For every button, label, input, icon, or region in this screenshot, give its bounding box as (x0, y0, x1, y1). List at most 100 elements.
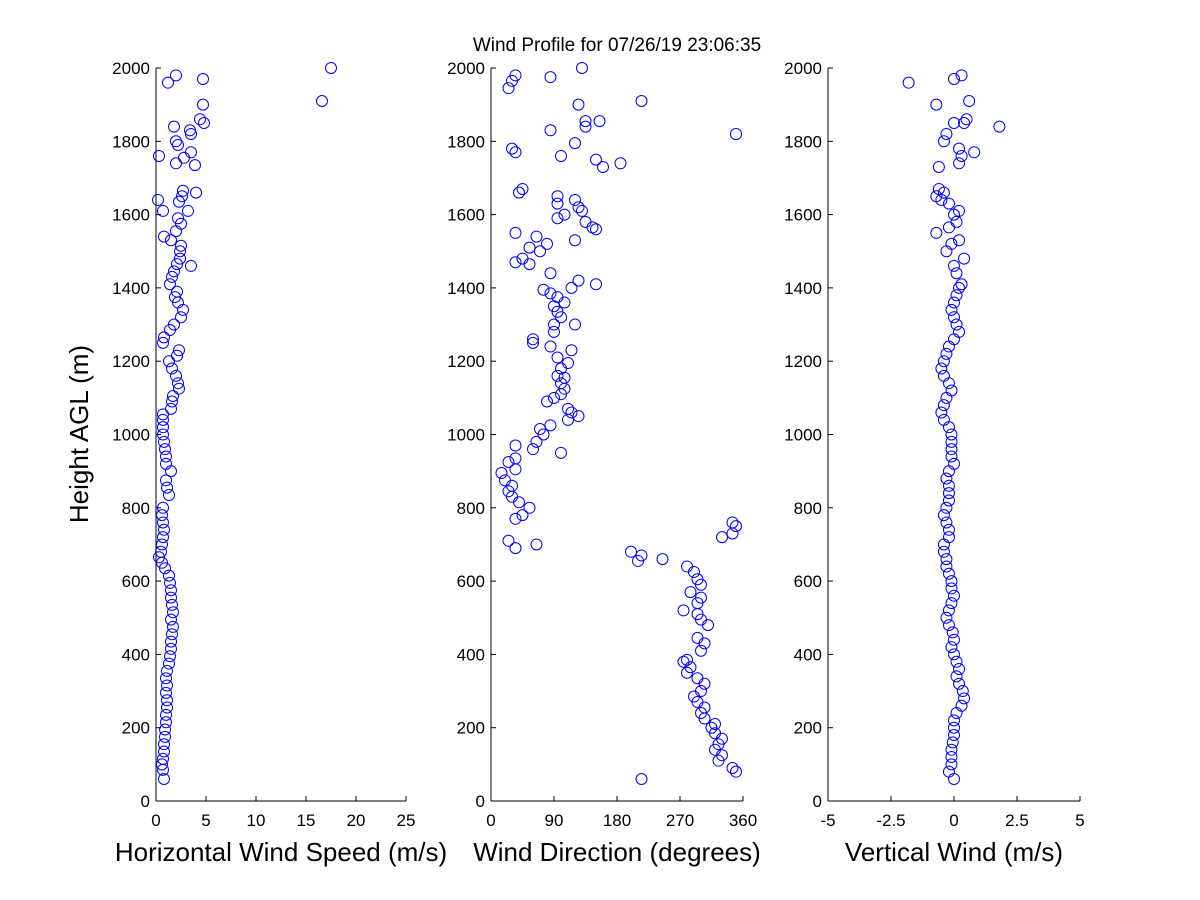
data-point (194, 113, 206, 126)
data-point (579, 120, 592, 133)
data-point (935, 406, 948, 419)
data-point (499, 474, 511, 487)
data-point (945, 743, 958, 756)
data-point (579, 215, 592, 228)
data-point (157, 516, 169, 529)
data-point (523, 501, 536, 514)
data-point (993, 120, 1006, 133)
data-point (157, 501, 169, 514)
data-point (955, 149, 968, 162)
data-point (576, 204, 588, 217)
data-point (185, 259, 197, 272)
data-point (513, 496, 525, 509)
data-point (516, 252, 529, 265)
data-point (168, 265, 180, 278)
data-point (677, 604, 690, 617)
data-point (569, 137, 581, 150)
data-point (569, 234, 581, 247)
x-tick-label: 90 (545, 811, 564, 830)
data-point (569, 318, 581, 331)
data-point (509, 452, 522, 465)
data-point (562, 413, 574, 426)
data-point (164, 650, 176, 663)
data-point (509, 512, 522, 525)
data-point (656, 553, 669, 566)
data-point (946, 626, 959, 639)
data-point (942, 221, 955, 234)
y-tick-label: 800 (794, 499, 822, 518)
data-point (171, 258, 183, 271)
data-point (590, 223, 602, 236)
data-point (955, 278, 968, 291)
data-point (161, 701, 173, 714)
data-point (953, 142, 966, 155)
data-point (635, 773, 648, 786)
data-point (684, 586, 697, 599)
data-point (156, 758, 168, 771)
data-point (161, 694, 173, 707)
data-point (945, 597, 958, 610)
data-point (702, 619, 714, 632)
data-point (635, 94, 648, 107)
data-point (153, 149, 165, 162)
y-tick-label: 1600 (784, 206, 822, 225)
data-point (937, 355, 950, 368)
data-point (152, 193, 164, 206)
data-point (166, 628, 178, 641)
data-point (160, 672, 172, 685)
data-point (940, 553, 953, 566)
data-point (551, 351, 564, 364)
x-tick-label: 0 (949, 811, 958, 830)
data-point (156, 538, 168, 551)
data-point (167, 620, 179, 633)
data-point (176, 190, 188, 203)
data-point (502, 455, 515, 468)
data-point (695, 591, 707, 604)
data-point (562, 402, 574, 415)
data-point (942, 523, 955, 536)
x-tick-label: -5 (820, 811, 835, 830)
y-tick-label: 1200 (112, 352, 150, 371)
data-point (160, 457, 172, 470)
data-point (534, 423, 546, 436)
data-point (523, 258, 536, 271)
data-point (178, 151, 190, 164)
data-point (177, 184, 189, 197)
panel-direction: 0 200 400 600 800 1000 1200 1400 1600 1800 2000 0 90… (447, 59, 761, 867)
x-tick-label: 20 (347, 811, 366, 830)
data-point (695, 644, 707, 657)
data-point (948, 311, 960, 324)
data-point (937, 135, 950, 148)
data-point (937, 509, 950, 522)
x-tick-label: 25 (397, 811, 416, 830)
y-tick-label: 0 (476, 792, 485, 811)
data-point (544, 419, 557, 432)
data-point (157, 336, 169, 349)
data-point (551, 197, 564, 210)
data-point (948, 633, 960, 646)
data-point (932, 182, 945, 195)
data-point (523, 241, 536, 254)
data-point (513, 186, 525, 199)
data-point (157, 531, 169, 544)
data-point (157, 408, 169, 421)
data-point (509, 69, 522, 82)
x-tick-label: 180 (603, 811, 631, 830)
data-point (930, 190, 943, 203)
data-point (544, 287, 557, 300)
data-point (158, 435, 170, 448)
panel-vertical: 0 200 400 600 800 1000 1200 1400 1600 1800 2000 -5 -… (784, 59, 1085, 867)
data-point (958, 252, 971, 265)
data-point (158, 745, 170, 758)
data-point (942, 604, 955, 617)
y-tick-label: 200 (457, 719, 485, 738)
data-point (530, 230, 543, 243)
data-point (558, 208, 571, 221)
y-tick-label: 400 (794, 645, 822, 664)
data-point (169, 291, 181, 304)
data-point (562, 357, 574, 370)
data-point (945, 303, 958, 316)
data-point (171, 285, 183, 298)
data-point (942, 487, 955, 500)
